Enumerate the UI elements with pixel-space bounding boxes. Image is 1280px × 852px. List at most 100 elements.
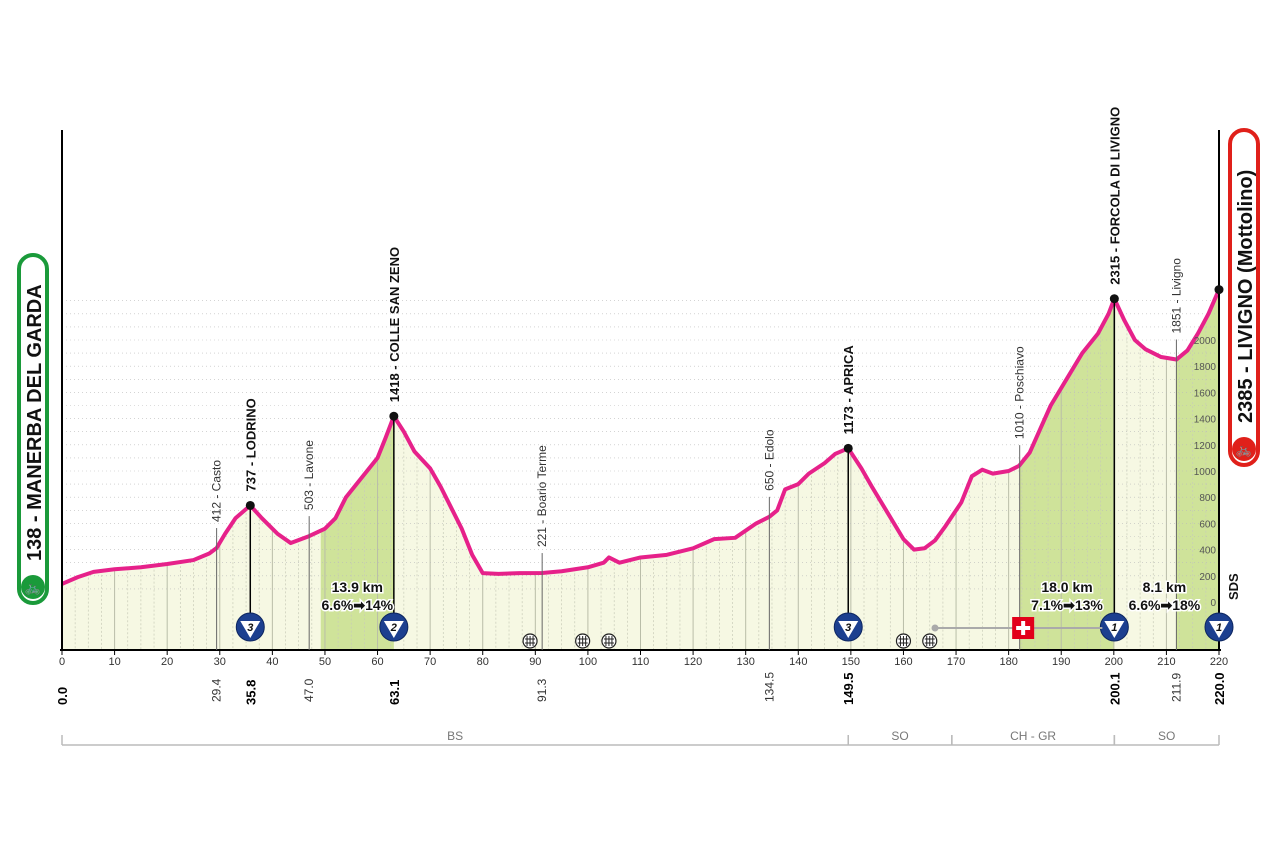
sds-label: SDS [1226, 573, 1241, 600]
x-tick-label: 220 [1210, 656, 1228, 668]
summit-label: 1173 - APRICA [841, 345, 856, 435]
kom-category: 1 [1216, 622, 1222, 634]
kom-category: 1 [1111, 622, 1117, 634]
climb-segment-fill [320, 416, 394, 650]
kom-1-icon: 1 [1099, 612, 1129, 642]
level-crossing-icon [601, 633, 617, 649]
icon-lines [577, 636, 588, 646]
cyclist-glyph: 🚲 [1236, 442, 1252, 457]
region-label: SO [1158, 729, 1175, 743]
x-tick-label: 150 [842, 656, 860, 668]
distance-label-bold: 63.1 [387, 680, 402, 705]
distance-label: 211.9 [1169, 673, 1183, 702]
distance-label: 29.4 [210, 678, 224, 702]
climb-length: 8.1 km [1143, 579, 1187, 595]
x-tick-label: 90 [529, 656, 541, 668]
summit-label: 2315 - FORCOLA DI LIVIGNO [1107, 107, 1122, 285]
kom-3-icon: 3 [235, 612, 265, 642]
distance-label: 91.3 [535, 678, 549, 702]
x-tick-label: 140 [789, 656, 807, 668]
x-tick-label: 70 [424, 656, 436, 668]
distance-label-bold: 0.0 [55, 687, 70, 705]
x-tick-label: 60 [371, 656, 383, 668]
x-tick-label: 200 [1105, 656, 1123, 668]
kom-triangle [1209, 621, 1229, 638]
summit-label: 1418 - COLLE SAN ZENO [387, 247, 402, 402]
x-tick-label: 40 [266, 656, 278, 668]
cyclist-icon [1232, 437, 1256, 461]
level-crossing-icon [895, 633, 912, 649]
y-tick-label: 600 [1199, 519, 1216, 530]
summit-dot [245, 500, 255, 510]
panel-frame [17, 253, 49, 605]
climb-length: 18.0 km [1041, 579, 1092, 595]
finish-panel: 2385 - LIVIGNO (Mottolino) 🚲 [1228, 128, 1260, 467]
kom-category: 3 [845, 622, 851, 634]
icon-lines [525, 636, 536, 646]
town-label: 503 - Lavone [302, 440, 316, 510]
border-start-dot [931, 624, 939, 632]
town-label: 412 - Casto [210, 460, 224, 522]
kom-triangle [383, 621, 404, 638]
y-tick-label: 1200 [1194, 441, 1217, 452]
kom-triangle [240, 621, 261, 638]
panel-label: 2385 - LIVIGNO (Mottolino) [1235, 170, 1257, 423]
icon-lines [924, 636, 935, 646]
kom-3-icon: 3 [833, 612, 863, 642]
x-tick-label: 10 [108, 656, 120, 668]
x-tick-label: 30 [214, 656, 226, 668]
start-panel: 138 - MANERBA DEL GARDA 🚲 [17, 253, 49, 605]
x-tick-label: 20 [161, 656, 173, 668]
kom-category: 3 [247, 622, 253, 634]
x-tick-label: 50 [319, 656, 331, 668]
y-tick-label: 400 [1199, 546, 1216, 557]
distance-label-bold: 200.1 [1107, 672, 1122, 705]
y-tick-label: 200 [1199, 572, 1216, 583]
x-tick-label: 170 [947, 656, 965, 668]
x-tick-label: 180 [999, 656, 1017, 668]
town-label: 650 - Edolo [762, 429, 776, 491]
climb-segment-fill [1176, 289, 1219, 650]
level-crossing-icon [575, 633, 591, 649]
flag-cross [1016, 621, 1031, 635]
kom-category: 2 [390, 622, 397, 634]
y-tick-label: 1800 [1194, 362, 1217, 373]
town-label: 1851 - Livigno [1169, 258, 1183, 334]
town-label: 1010 - Poschiavo [1013, 346, 1027, 439]
level-crossing-icon [922, 633, 938, 649]
x-tick-label: 80 [477, 656, 489, 668]
climb-segment-fill [1019, 298, 1115, 650]
kom-2-icon: 2 [379, 612, 409, 642]
icon-lines [898, 636, 909, 646]
profile-line [61, 288, 1221, 586]
x-tick-label: 100 [579, 656, 597, 668]
climb-gradient: 7.1%➡13% [1031, 597, 1103, 613]
x-tick-label: 160 [894, 656, 912, 668]
y-tick-label: 1000 [1194, 467, 1217, 478]
cyclist-icon [21, 575, 45, 599]
distance-label-bold: 149.5 [841, 672, 856, 705]
panel-frame [1228, 128, 1260, 467]
kom-triangle [838, 621, 859, 638]
y-tick-label: 0 [1210, 598, 1216, 609]
summit-dot [389, 411, 399, 421]
climb-gradient: 6.6%➡14% [321, 597, 393, 613]
x-tick-label: 190 [1052, 656, 1070, 668]
region-label: CH - GR [1010, 729, 1056, 743]
y-tick-label: 2000 [1194, 336, 1217, 347]
summit-dot [1109, 294, 1119, 304]
x-tick-label: 210 [1157, 656, 1175, 668]
x-tick-label: 120 [684, 656, 702, 668]
x-tick-label: 110 [632, 656, 650, 668]
distance-label: 134.5 [762, 672, 776, 702]
summit-dot [843, 443, 853, 453]
x-tick-label: 0 [59, 656, 65, 668]
distance-label-bold: 220.0 [1212, 672, 1227, 705]
y-tick-label: 1600 [1194, 388, 1217, 399]
kom-1-icon: 1 [1204, 612, 1234, 642]
y-tick-label: 800 [1199, 493, 1216, 504]
region-label: SO [891, 729, 908, 743]
town-label: 221 - Boario Terme [535, 445, 549, 547]
